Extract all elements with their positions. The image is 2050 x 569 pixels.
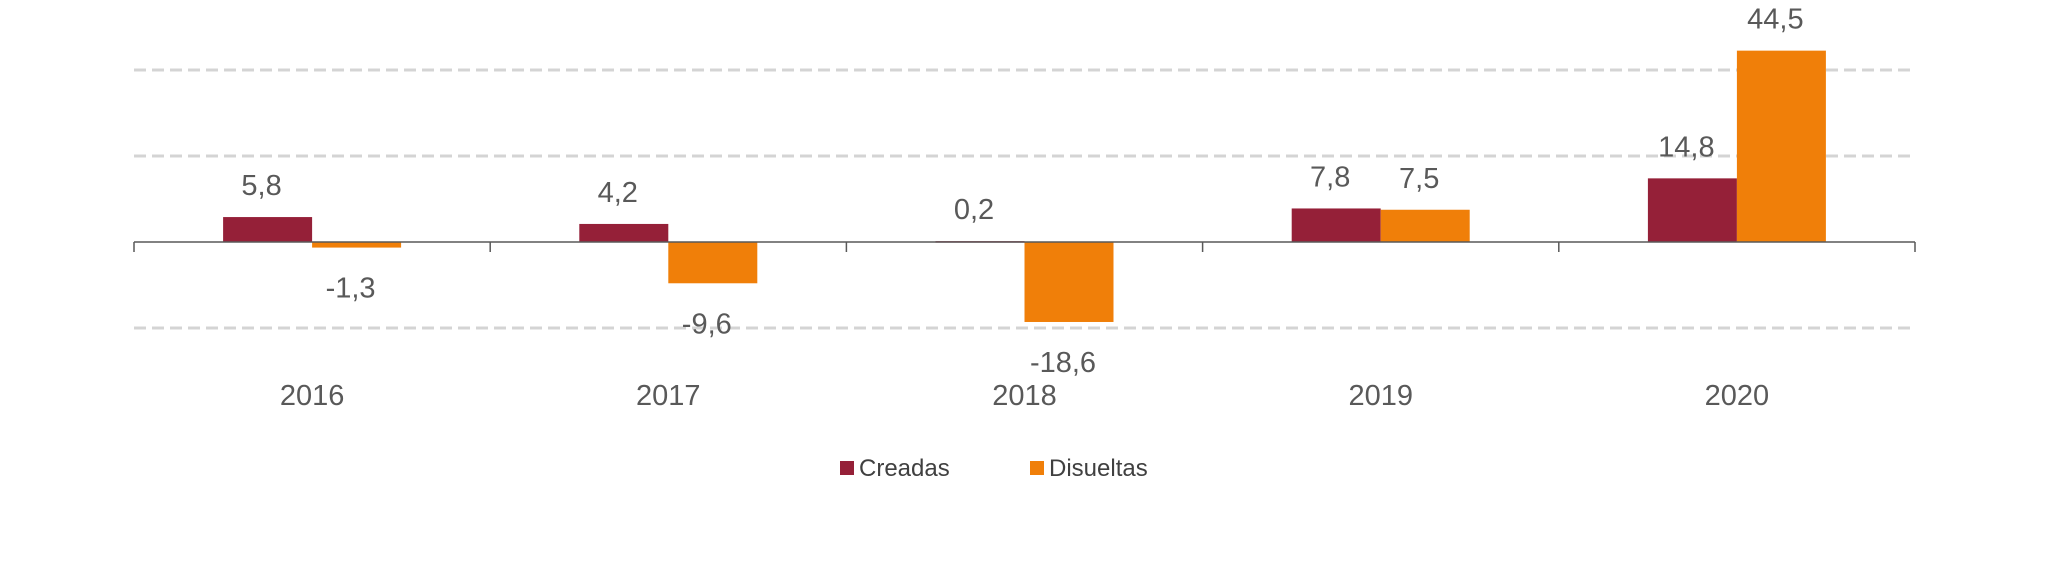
data-label: 44,5 (1747, 4, 1803, 36)
bar-creadas (223, 217, 313, 242)
data-label: -9,6 (682, 308, 732, 340)
legend-label: Creadas (859, 455, 950, 482)
bar-disueltas (1736, 50, 1826, 243)
bar-disueltas (1380, 209, 1470, 242)
bar-creadas (579, 223, 669, 242)
data-label: -1,3 (326, 273, 376, 305)
bar-creadas (1291, 208, 1381, 242)
bar-disueltas (668, 242, 758, 284)
x-tick-label: 2020 (1705, 380, 1770, 412)
legend-label: Disueltas (1049, 455, 1148, 482)
x-tick-label: 2019 (1348, 380, 1413, 412)
bar-disueltas (1024, 242, 1114, 322)
data-label: 4,2 (598, 177, 638, 209)
x-tick-label: 2017 (636, 380, 701, 412)
x-tick-label: 2016 (280, 380, 345, 412)
data-label: 7,5 (1399, 163, 1439, 195)
legend-swatch-disueltas (1030, 461, 1044, 475)
data-label: -18,6 (1030, 347, 1096, 379)
data-label: 0,2 (954, 194, 994, 226)
data-label: 14,8 (1658, 131, 1714, 163)
data-label: 7,8 (1310, 161, 1350, 193)
legend-swatch-creadas (840, 461, 854, 475)
bar-disueltas (312, 242, 402, 248)
x-tick-label: 2018 (992, 380, 1057, 412)
data-label: 5,8 (241, 170, 281, 202)
bar-creadas (1647, 178, 1737, 242)
